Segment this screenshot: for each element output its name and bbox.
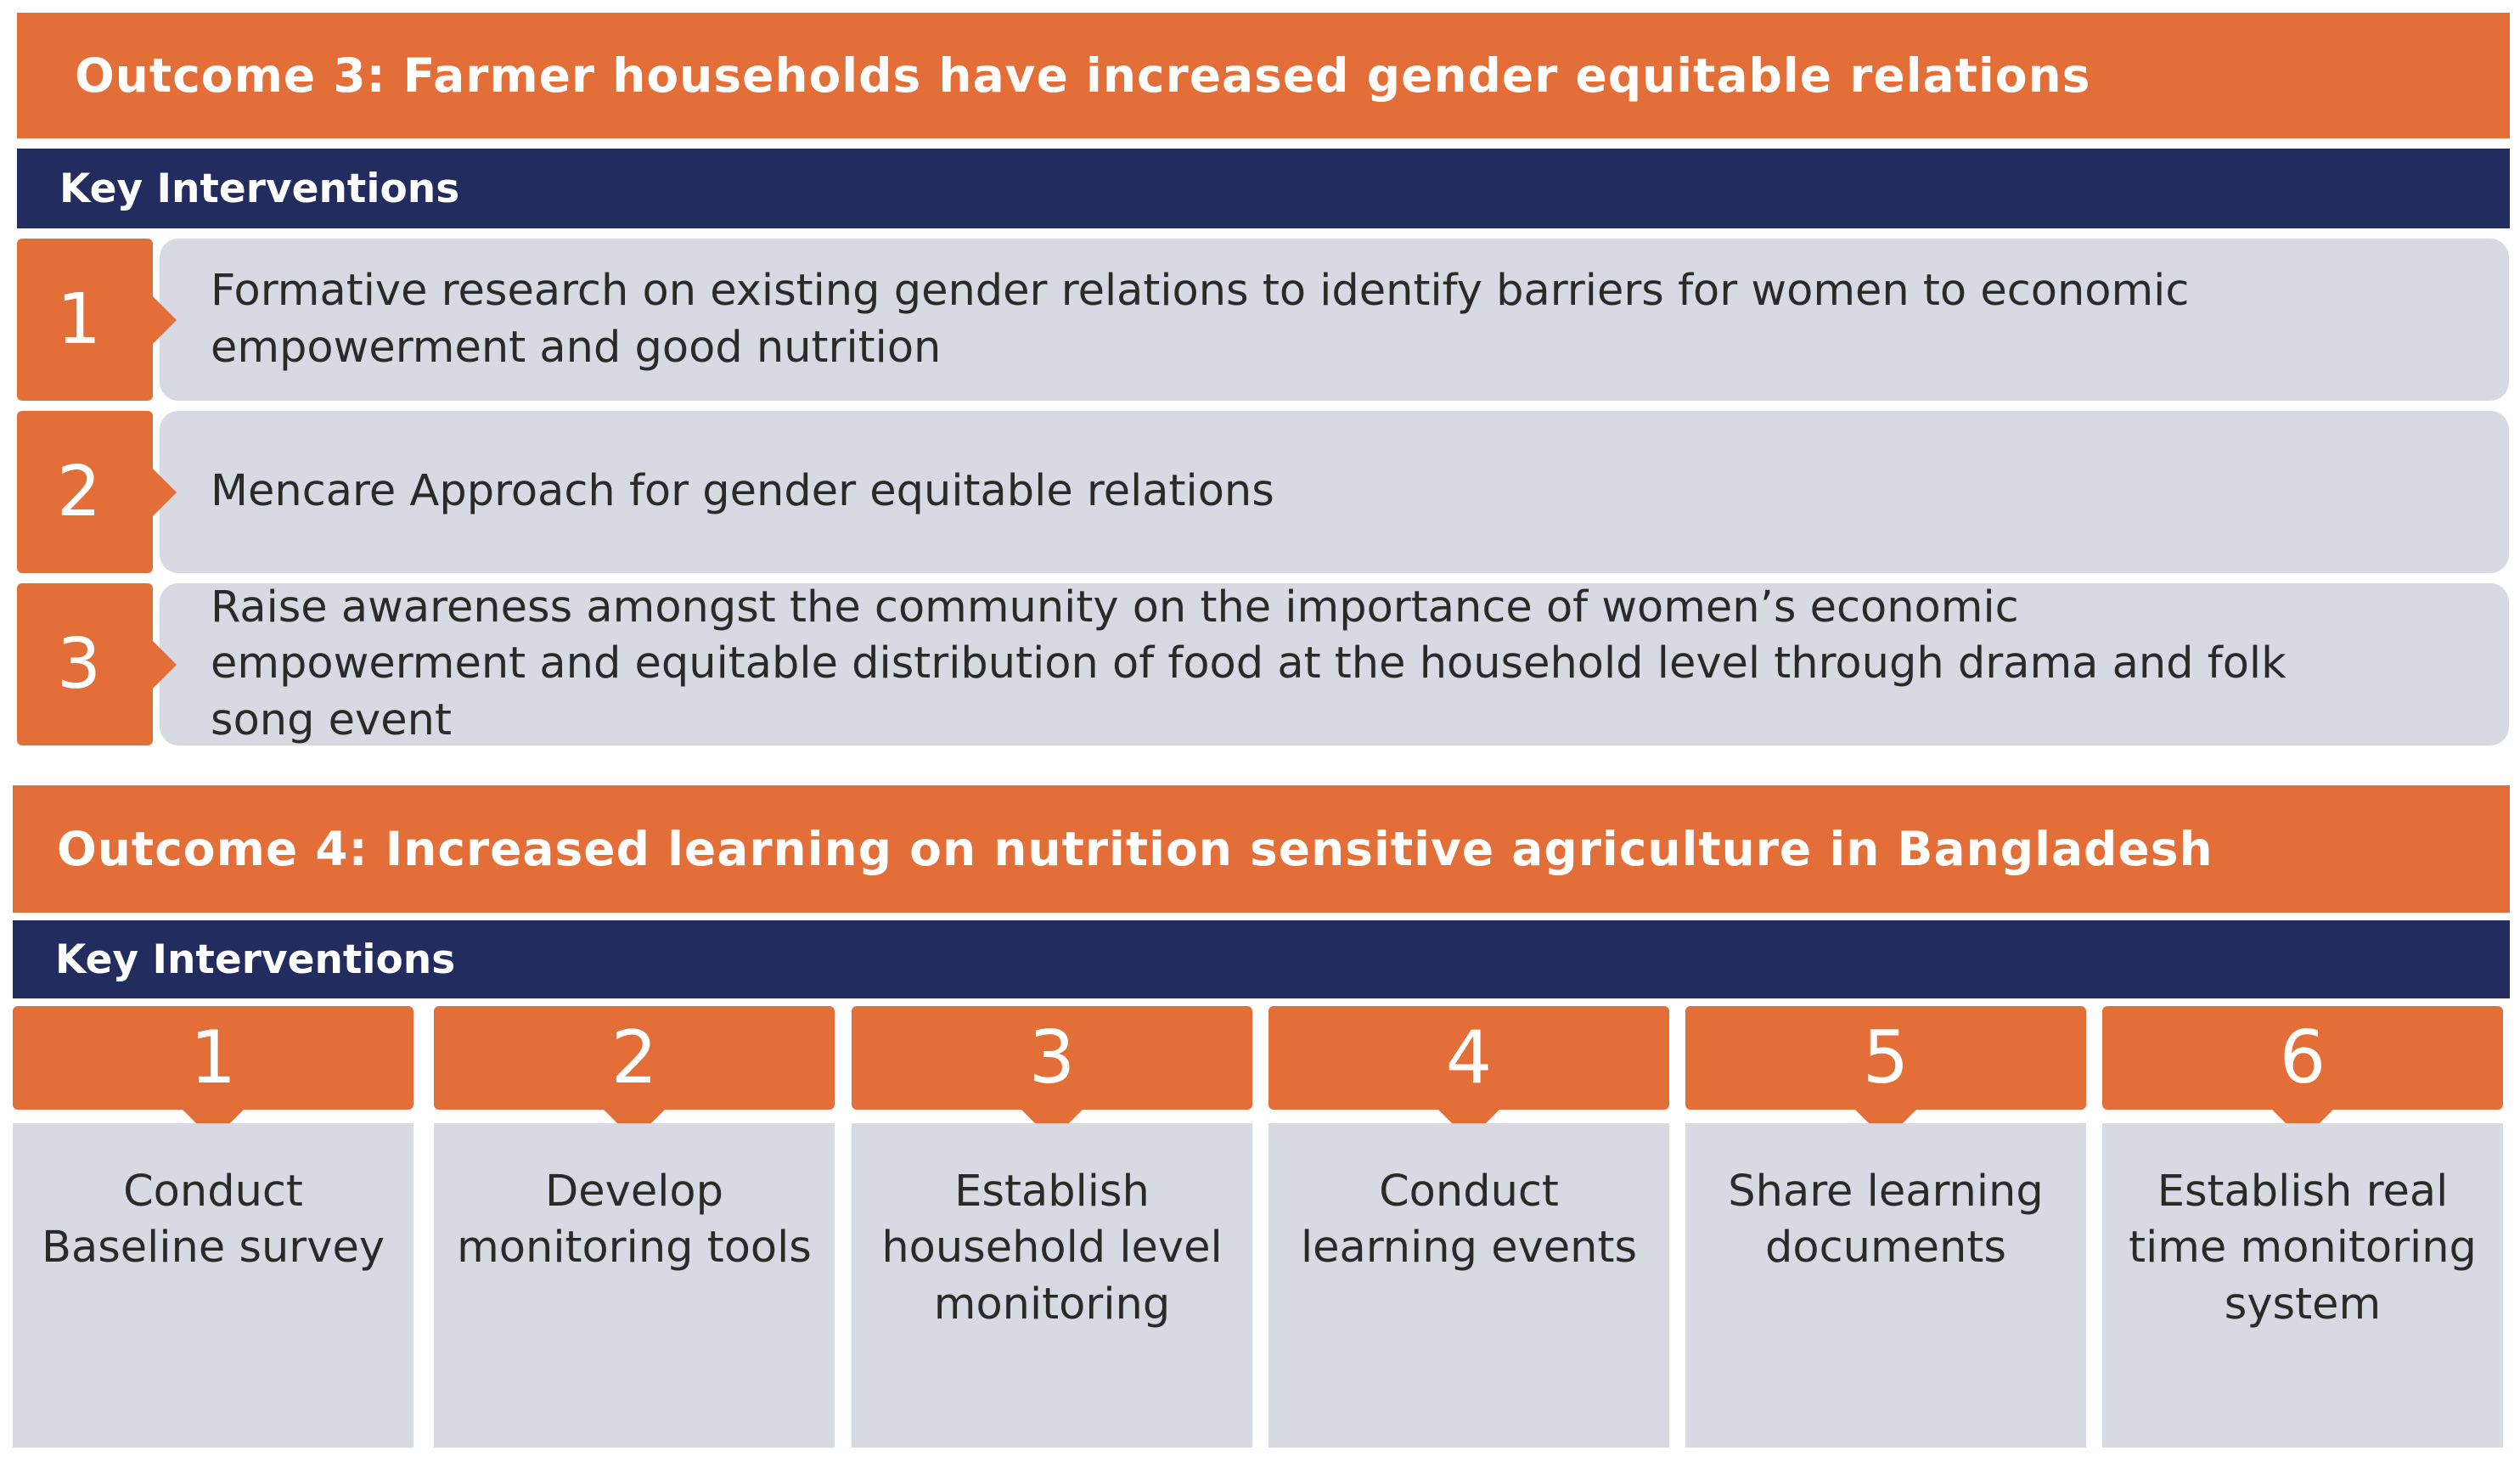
intervention-number-badge: 1 (13, 1006, 413, 1140)
outcome-3-intervention-2: Mencare Approach for gender equitable re… (17, 411, 2510, 573)
outcome-4-intervention-1: 1 Conduct Baseline survey (13, 1006, 413, 1448)
outcome-4-intervention-4: 4 Conduct learning events (1268, 1006, 1669, 1448)
outcome-3-intervention-1: Formative research on existing gender re… (17, 239, 2510, 401)
intervention-number-badge: 2 (17, 411, 177, 573)
intervention-number-badge: 3 (852, 1006, 1252, 1140)
intervention-text-panel: Conduct learning events (1268, 1123, 1669, 1448)
intervention-number-badge: 2 (434, 1006, 835, 1140)
intervention-number: 3 (56, 624, 102, 705)
intervention-text: Conduct learning events (1300, 1167, 1638, 1274)
outcome-4-key-interventions-label: Key Interventions (55, 936, 456, 983)
intervention-text-panel: Share learning documents (1685, 1123, 2086, 1448)
intervention-number-badge: 5 (1685, 1006, 2086, 1140)
intervention-text: Establish real time monitoring system (2129, 1167, 2477, 1330)
outcome-4-intervention-3: 3 Establish household level monitoring (852, 1006, 1252, 1448)
intervention-number: 1 (189, 1015, 237, 1100)
outcome-4-key-interventions-header: Key Interventions (13, 920, 2510, 998)
outcome-3-title-text: Outcome 3: Farmer households have increa… (75, 48, 2091, 103)
intervention-text-panel: Mencare Approach for gender equitable re… (160, 411, 2509, 573)
intervention-number: 1 (56, 279, 102, 360)
outcome-4-intervention-6: 6 Establish real time monitoring system (2102, 1006, 2503, 1448)
intervention-text: Formative research on existing gender re… (211, 266, 2190, 373)
intervention-text-panel: Raise awareness amongst the community on… (160, 582, 2509, 745)
outcome-4-intervention-2: 2 Develop monitoring tools (434, 1006, 835, 1448)
intervention-text: Establish household level monitoring (881, 1167, 1223, 1330)
intervention-number: 3 (1028, 1015, 1076, 1100)
outcome-4-intervention-5: 5 Share learning documents (1685, 1006, 2086, 1448)
intervention-text-panel: Establish real time monitoring system (2102, 1123, 2503, 1448)
intervention-number-badge: 3 (17, 583, 177, 745)
intervention-text-panel: Conduct Baseline survey (13, 1123, 413, 1448)
intervention-text: Share learning documents (1728, 1167, 2044, 1274)
outcome-3-title: Outcome 3: Farmer households have increa… (17, 13, 2510, 138)
intervention-number-badge: 1 (17, 239, 177, 401)
intervention-text-panel: Establish household level monitoring (852, 1123, 1252, 1448)
intervention-number: 5 (1862, 1015, 1910, 1100)
intervention-text-panel: Develop monitoring tools (434, 1123, 835, 1448)
intervention-text: Conduct Baseline survey (41, 1167, 385, 1274)
intervention-text-panel: Formative research on existing gender re… (160, 239, 2509, 401)
intervention-number: 6 (2279, 1015, 2326, 1100)
outcome-3-intervention-3: Raise awareness amongst the community on… (17, 582, 2510, 745)
intervention-text: Mencare Approach for gender equitable re… (211, 466, 1274, 517)
intervention-text: Raise awareness amongst the community on… (211, 582, 2287, 745)
outcome-4-title: Outcome 4: Increased learning on nutriti… (13, 785, 2510, 913)
intervention-number: 2 (56, 452, 102, 532)
intervention-number-badge: 6 (2102, 1006, 2503, 1140)
intervention-number: 2 (610, 1015, 658, 1100)
intervention-number: 4 (1445, 1015, 1493, 1100)
intervention-number-badge: 4 (1268, 1006, 1669, 1140)
outcome-3-key-interventions-header: Key Interventions (17, 149, 2510, 228)
outcome-3-key-interventions-label: Key Interventions (59, 165, 460, 212)
intervention-text: Develop monitoring tools (457, 1167, 812, 1274)
outcome-4-title-text: Outcome 4: Increased learning on nutriti… (57, 822, 2213, 876)
